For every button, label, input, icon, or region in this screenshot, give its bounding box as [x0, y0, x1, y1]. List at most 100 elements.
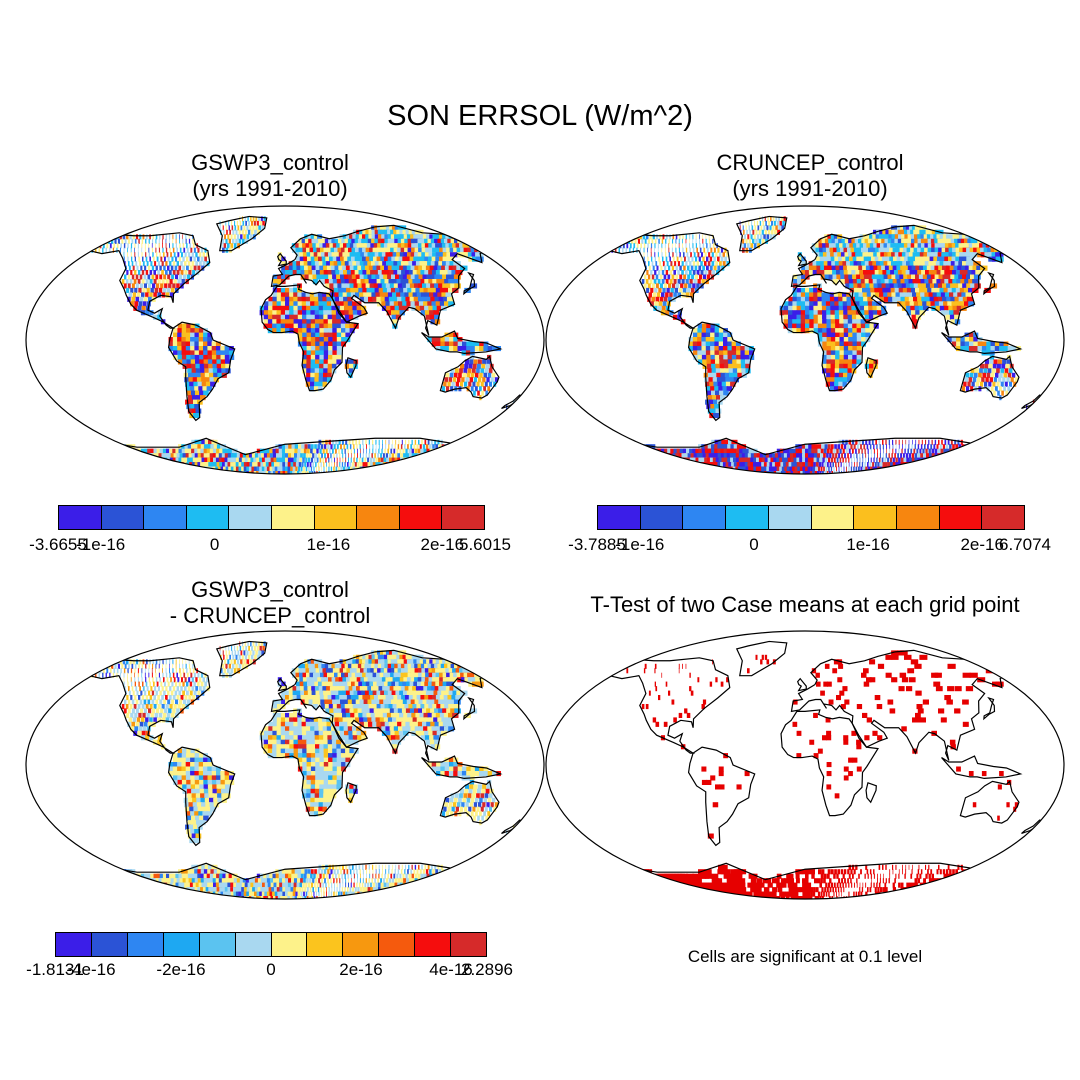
- colorbar-diff-swatch-8: [343, 933, 380, 956]
- map-cruncep-cells: [604, 216, 1042, 474]
- coastline-eurasia: [790, 224, 1014, 336]
- coastline-australia: [959, 355, 1020, 399]
- colorbar-gswp3: [58, 505, 485, 530]
- coastline-namerica: [88, 657, 211, 754]
- panel-title-gswp3-line1: GSWP3_control: [191, 150, 349, 175]
- coastline-greenland: [215, 215, 268, 252]
- map-cruncep: [545, 205, 1065, 475]
- colorbar-cruncep-swatch-0: [598, 506, 641, 529]
- panel-title-gswp3: GSWP3_control (yrs 1991-2010): [120, 150, 420, 202]
- colorbar-diff-label-0: -1.8131: [26, 960, 84, 979]
- coastline-indonesia: [941, 755, 1023, 780]
- coastline-africa: [780, 709, 879, 817]
- coastline-antarctica: [602, 862, 1008, 881]
- panel-title-cruncep: CRUNCEP_control (yrs 1991-2010): [660, 150, 960, 202]
- map-diff-border: [25, 630, 545, 900]
- colorbar-cruncep-swatch-6: [854, 506, 897, 529]
- colorbar-diff-swatch-1: [91, 933, 128, 956]
- panel-title-diff-line1: GSWP3_control: [191, 577, 349, 602]
- panel-title-diff: GSWP3_control - CRUNCEP_control: [120, 577, 420, 629]
- colorbar-diff-label-1: -4e-16: [66, 960, 116, 979]
- map-cruncep-border: [545, 205, 1065, 475]
- colorbar-gswp3-swatch-7: [357, 506, 400, 529]
- colorbar-diff-label-3: 0: [266, 960, 276, 979]
- colorbar-cruncep-swatch-4: [768, 506, 812, 529]
- colorbar-diff-label-6: 2.2896: [461, 960, 513, 979]
- coastline-indonesia: [421, 330, 503, 355]
- colorbar-cruncep-label-2: 0: [749, 535, 759, 554]
- coastline-africa: [260, 709, 359, 817]
- coastline-japan: [983, 271, 996, 296]
- colorbar-cruncep-swatch-9: [982, 506, 1025, 529]
- colorbar-cruncep-swatch-2: [683, 506, 727, 529]
- colorbar-diff-swatch-2: [127, 933, 164, 956]
- colorbar-cruncep-swatch-7: [896, 506, 940, 529]
- coastline-samerica: [687, 746, 756, 847]
- colorbar-gswp3-swatch-6: [314, 506, 358, 529]
- map-cruncep-coastlines: [602, 215, 1046, 456]
- coastline-madagascar: [345, 357, 357, 379]
- colorbar-cruncep-labels: -3.7885 -1e-16 0 1e-16 2e-16 6.7074: [568, 535, 1051, 559]
- map-ttest-border: [545, 630, 1065, 900]
- coastline-namerica: [88, 232, 211, 329]
- coastline-japan: [983, 696, 996, 721]
- colorbar-cruncep-label-5: 6.7074: [999, 535, 1051, 554]
- colorbar-cruncep-label-4: 2e-16: [960, 535, 1004, 554]
- colorbar-diff-label-5: 4e-16: [429, 960, 473, 979]
- colorbar-diff-swatch-9: [379, 933, 416, 956]
- coastline-namerica: [608, 232, 731, 329]
- colorbar-gswp3-label-1: -1e-16: [76, 535, 126, 554]
- coastline-greenland: [215, 640, 268, 677]
- significance-note: Cells are significant at 0.1 level: [687, 947, 923, 966]
- colorbar-diff-swatch-0: [56, 933, 92, 956]
- coastline-australia: [439, 355, 500, 399]
- colorbar-gswp3-label-3: 1e-16: [306, 535, 351, 554]
- colorbar-gswp3-label-4: 2e-16: [420, 535, 465, 554]
- coastline-samerica: [167, 321, 236, 422]
- panel-title-cruncep-line2: (yrs 1991-2010): [732, 176, 888, 201]
- colorbar-gswp3-swatch-9: [442, 506, 484, 529]
- colorbar-gswp3-swatch-1: [101, 506, 145, 529]
- coastline-nz: [1021, 394, 1046, 410]
- map-diff-coastlines: [82, 640, 526, 881]
- coastline-samerica: [167, 746, 236, 847]
- map-gswp3: [25, 205, 545, 475]
- coastline-greenland: [735, 215, 788, 252]
- colorbar-diff-swatch-10: [415, 933, 452, 956]
- colorbar-diff-label-2: -2e-16: [156, 960, 206, 979]
- coastline-uk: [796, 252, 807, 267]
- coastline-madagascar: [865, 357, 877, 379]
- coastline-antarctica: [82, 862, 488, 881]
- colorbar-cruncep: [597, 505, 1025, 530]
- colorbar-diff: [55, 932, 487, 957]
- colorbar-gswp3-labels: -3.6655 -1e-16 0 1e-16 2e-16 5.6015: [29, 535, 511, 559]
- colorbar-gswp3-swatch-5: [271, 506, 315, 529]
- colorbar-gswp3-swatch-4: [229, 506, 272, 529]
- coastline-uk: [276, 252, 287, 267]
- map-gswp3-coastlines: [82, 215, 526, 456]
- map-diff: [25, 630, 545, 900]
- coastline-eurasia: [270, 224, 494, 336]
- panel-title-gswp3-line2: (yrs 1991-2010): [192, 176, 348, 201]
- coastline-uk: [796, 677, 807, 692]
- coastline-samerica: [687, 321, 756, 422]
- colorbar-cruncep-swatch-8: [939, 506, 983, 529]
- colorbar-cruncep-swatch-3: [726, 506, 769, 529]
- coastline-australia: [439, 780, 500, 824]
- colorbar-diff-swatch-4: [199, 933, 236, 956]
- colorbar-diff-labels: -1.8131 -4e-16 -2e-16 0 2e-16 4e-16 2.2896: [26, 960, 513, 984]
- map-gswp3-cells: [84, 216, 522, 474]
- coastline-japan: [463, 271, 476, 296]
- colorbar-gswp3-label-5: 5.6015: [459, 535, 511, 554]
- coastline-eurasia: [270, 649, 494, 761]
- colorbar-gswp3-swatch-0: [59, 506, 102, 529]
- panel-title-diff-line2: - CRUNCEP_control: [169, 603, 371, 628]
- coastline-greenland: [735, 640, 788, 677]
- map-ttest-coastlines: [602, 640, 1046, 881]
- colorbar-diff-swatch-6: [271, 933, 308, 956]
- coastline-madagascar: [345, 782, 357, 804]
- coastline-indonesia: [941, 330, 1023, 355]
- coastline-nz: [501, 819, 526, 835]
- figure-title: SON ERRSOL (W/m^2): [387, 100, 693, 132]
- map-gswp3-border: [25, 205, 545, 475]
